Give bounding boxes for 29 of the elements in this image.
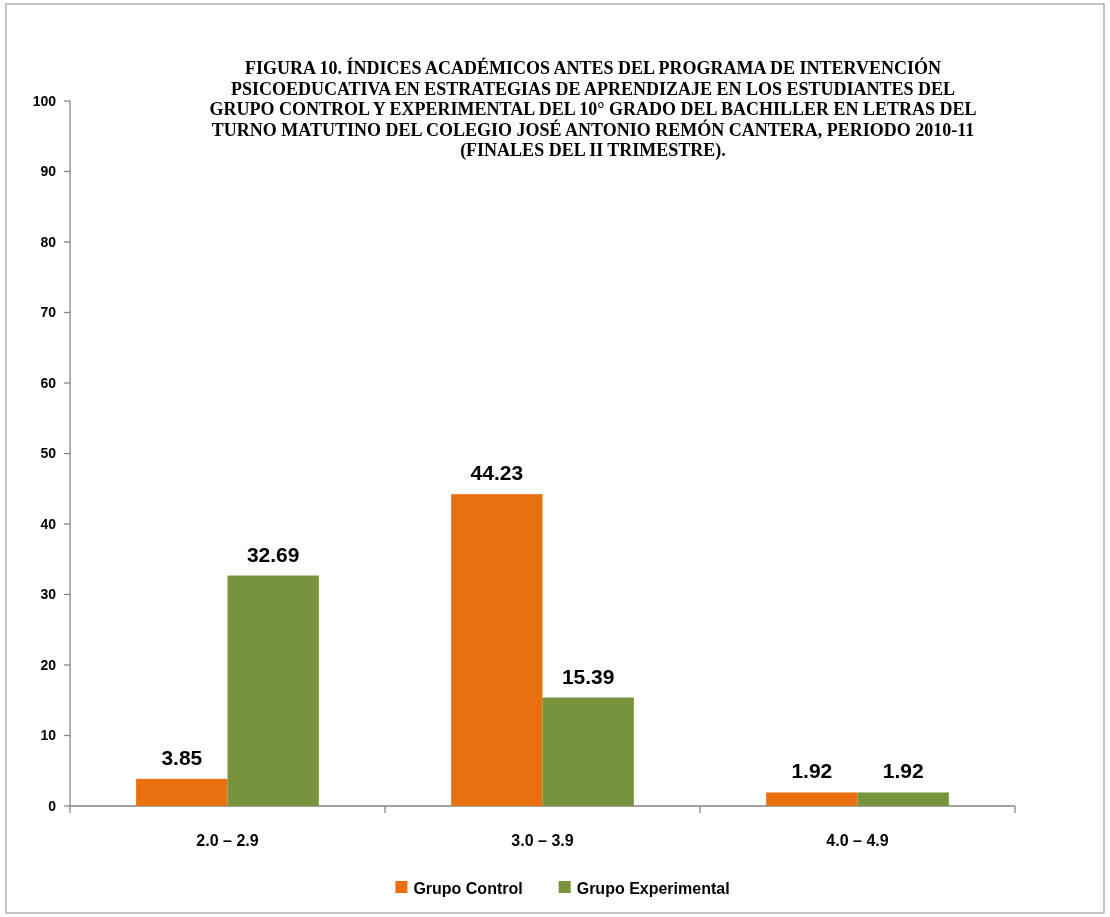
y-tick-label: 40 [40, 515, 57, 532]
y-tick-label: 80 [40, 233, 57, 250]
y-tick-label: 10 [40, 727, 57, 744]
bar [227, 575, 319, 806]
y-tick-label: 50 [40, 445, 57, 462]
x-tick-label: 4.0 – 4.9 [826, 832, 889, 849]
y-tick-label: 100 [32, 92, 57, 109]
data-label: 1.92 [791, 759, 833, 783]
y-tick-label: 70 [40, 304, 57, 321]
y-tick-label: 30 [40, 586, 57, 603]
bar [857, 792, 949, 806]
chart-title: FIGURA 10. ÍNDICES ACADÉMICOS ANTES DEL PROGRAMA DE INTERVENCIÓN PSICOEDUCATIVA EN ESTRATEGIAS DE APRENDIZAJE EN LOS ESTUDIANTES DEL GRUPO CONTROL Y EXPERIMENTAL DEL 10° GRADO DEL BACHILLER EN LETRAS DEL TURNO MATUTINO DEL COLEGIO JOSÉ ANTONIO REMÓN CANTERA, PERIODO 2010-11 (FINALES DEL II TRIMESTRE). [209, 57, 977, 162]
bar [451, 494, 543, 806]
data-label: 3.85 [161, 745, 203, 769]
bar [542, 697, 634, 806]
y-tick-label: 90 [40, 163, 57, 180]
legend-label: Grupo Control [413, 879, 523, 897]
bar [766, 792, 858, 806]
legend-label: Grupo Experimental [576, 879, 730, 897]
data-label: 1.92 [882, 759, 924, 783]
data-label: 32.69 [246, 542, 300, 566]
x-tick-label: 3.0 – 3.9 [511, 832, 574, 849]
y-tick-label: 0 [48, 797, 57, 814]
x-tick-label: 2.0 – 2.9 [196, 832, 259, 849]
bar [136, 778, 228, 806]
y-tick-label: 20 [40, 656, 57, 673]
data-label: 15.39 [561, 664, 615, 688]
data-label: 44.23 [470, 461, 524, 485]
y-tick-label: 60 [40, 374, 57, 391]
